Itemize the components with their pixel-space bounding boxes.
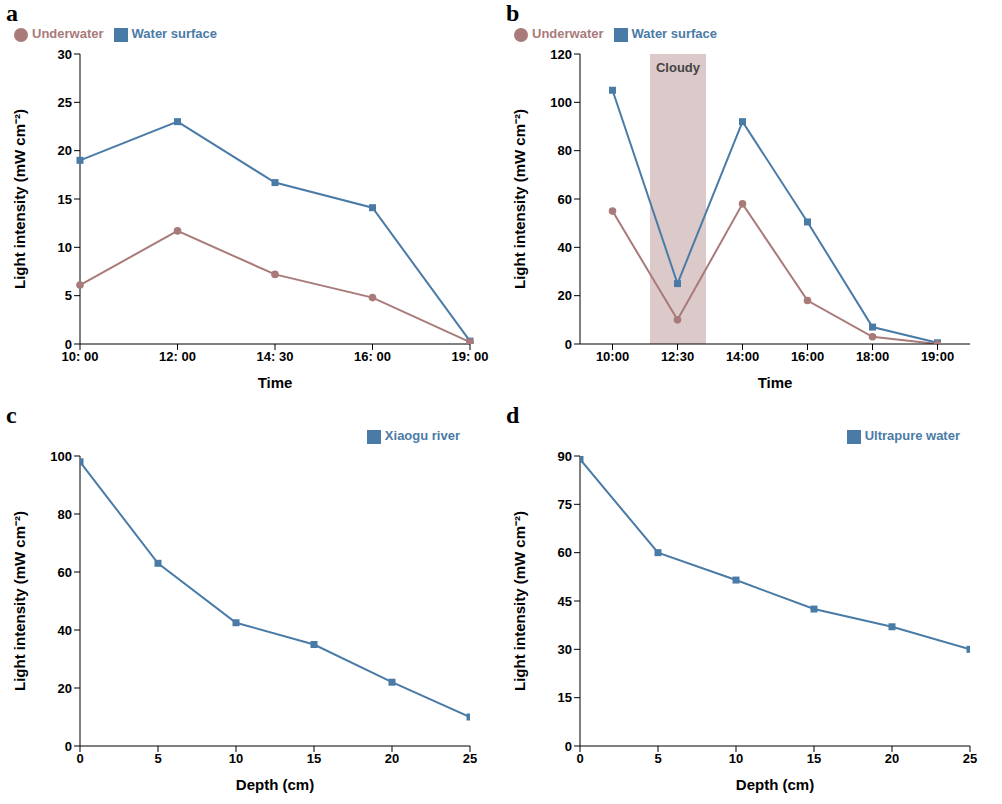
html-text:d: d (506, 402, 520, 428)
svg-text:0: 0 (565, 337, 572, 352)
svg-text:12:30: 12:30 (661, 349, 694, 364)
svg-text:Time: Time (758, 374, 793, 391)
svg-text:16: 00: 16: 00 (354, 349, 391, 364)
svg-text:Cloudy: Cloudy (656, 60, 701, 75)
svg-text:120: 120 (550, 47, 572, 62)
html-text:Xiaogu river: Xiaogu river (384, 428, 460, 443)
html-text:b: b (506, 0, 520, 26)
svg-text:5: 5 (154, 751, 161, 766)
html-text:Water surface: Water surface (131, 26, 217, 41)
svg-text:Depth (cm): Depth (cm) (236, 776, 314, 793)
svg-text:10: 10 (729, 751, 743, 766)
svg-text:15: 15 (807, 751, 821, 766)
svg-text:Light intensity (mW cm⁻²): Light intensity (mW cm⁻²) (11, 511, 28, 691)
svg-text:25: 25 (463, 751, 477, 766)
svg-text:15: 15 (558, 690, 572, 705)
svg-text:10: 00: 10: 00 (61, 349, 99, 365)
svg-text:12: 00: 12: 00 (159, 349, 196, 364)
svg-text:30: 30 (58, 47, 72, 62)
svg-text:15: 15 (307, 751, 321, 766)
svg-text:100: 100 (550, 95, 572, 110)
svg-text:0: 0 (65, 337, 72, 352)
svg-text:75: 75 (558, 497, 572, 512)
html-text:Underwater: Underwater (532, 26, 604, 41)
svg-text:80: 80 (558, 143, 572, 158)
svg-text:20: 20 (385, 751, 399, 766)
svg-text:0: 0 (76, 751, 83, 766)
svg-text:5: 5 (654, 751, 661, 766)
svg-text:19:00: 19:00 (921, 349, 954, 364)
svg-text:0: 0 (65, 739, 72, 754)
html-text:Ultrapure water: Ultrapure water (864, 428, 960, 443)
html-text:a: a (6, 0, 18, 26)
svg-text:20: 20 (558, 288, 572, 303)
svg-text:Time: Time (258, 374, 293, 391)
svg-text:0: 0 (576, 751, 583, 766)
svg-text:15: 15 (58, 192, 72, 207)
svg-text:45: 45 (558, 594, 572, 609)
html-text:Water surface: Water surface (631, 26, 717, 41)
svg-text:40: 40 (58, 623, 72, 638)
svg-text:14: 30: 14: 30 (257, 349, 294, 364)
svg-text:25: 25 (963, 751, 977, 766)
svg-text:10: 10 (58, 240, 72, 255)
svg-text:20: 20 (885, 751, 899, 766)
svg-text:16:00: 16:00 (791, 349, 824, 364)
svg-text:40: 40 (558, 240, 572, 255)
svg-text:Depth (cm): Depth (cm) (736, 776, 814, 793)
svg-text:100: 100 (50, 449, 72, 464)
html-text:c: c (6, 402, 17, 428)
svg-text:20: 20 (58, 143, 72, 158)
svg-text:10: 10 (229, 751, 243, 766)
svg-text:60: 60 (558, 545, 572, 560)
svg-text:Light intensity (mW cm⁻²): Light intensity (mW cm⁻²) (511, 109, 528, 289)
svg-text:19: 00: 19: 00 (452, 349, 489, 364)
svg-text:80: 80 (58, 507, 72, 522)
svg-text:Light intensity (mW cm⁻²): Light intensity (mW cm⁻²) (11, 109, 28, 289)
svg-text:20: 20 (58, 681, 72, 696)
html-text:Underwater: Underwater (32, 26, 104, 41)
svg-text:30: 30 (558, 642, 572, 657)
svg-text:5: 5 (65, 288, 72, 303)
svg-text:60: 60 (558, 192, 572, 207)
svg-text:18:00: 18:00 (856, 349, 889, 364)
svg-text:60: 60 (58, 565, 72, 580)
svg-text:90: 90 (558, 449, 572, 464)
svg-text:Light intensity (mW cm⁻²): Light intensity (mW cm⁻²) (511, 511, 528, 691)
svg-text:0: 0 (565, 739, 572, 754)
svg-text:25: 25 (58, 95, 72, 110)
svg-text:14:00: 14:00 (726, 349, 759, 364)
svg-text:10:00: 10:00 (596, 349, 629, 364)
